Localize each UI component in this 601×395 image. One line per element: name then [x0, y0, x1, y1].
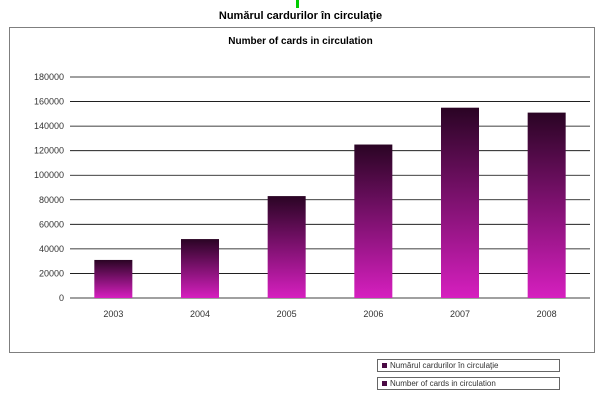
- x-tick-label: 2004: [190, 309, 210, 319]
- legend-label-ro: Numărul cardurilor în circulaţie: [390, 361, 499, 370]
- bar-2004: [181, 239, 219, 298]
- green-marker: [296, 0, 299, 8]
- bars: [94, 107, 566, 298]
- y-tick-label: 60000: [39, 219, 64, 229]
- legend-item-ro: Numărul cardurilor în circulaţie: [377, 359, 560, 372]
- x-tick-label: 2007: [450, 309, 470, 319]
- bar-2003: [94, 259, 133, 298]
- y-tick-label: 160000: [34, 97, 64, 107]
- y-tick-label: 100000: [34, 170, 64, 180]
- x-tick-label: 2008: [537, 309, 557, 319]
- y-axis-ticks: 0 20000 40000 60000 80000 100000 120000 140000 1…: [34, 72, 64, 303]
- x-axis-ticks: 2003 2004 2005 2006 2007 2008: [103, 309, 556, 319]
- chart-frame: [9, 27, 595, 353]
- x-tick-label: 2003: [103, 309, 123, 319]
- bar-2007: [441, 107, 479, 298]
- legend-swatch-icon: [382, 381, 387, 387]
- bar-2005: [267, 196, 306, 298]
- x-tick-label: 2005: [277, 309, 297, 319]
- bar-2008: [527, 112, 566, 298]
- y-tick-label: 80000: [39, 195, 64, 205]
- bar-2006: [354, 144, 393, 298]
- y-tick-label: 40000: [39, 244, 64, 254]
- y-tick-label: 0: [59, 293, 64, 303]
- chart-title-ro: Numărul cardurilor în circulaţie: [218, 10, 383, 22]
- legend-item-en: Number of cards in circulation: [377, 377, 560, 390]
- y-tick-label: 120000: [34, 146, 64, 156]
- y-tick-label: 20000: [39, 268, 64, 278]
- legend-swatch-icon: [382, 363, 387, 369]
- y-tick-label: 140000: [34, 121, 64, 131]
- gridlines: [70, 76, 590, 299]
- y-tick-label: 180000: [34, 72, 64, 82]
- chart-title-en: Number of cards in circulation: [228, 36, 373, 47]
- legend: Numărul cardurilor în circulaţie Number …: [377, 359, 560, 395]
- legend-label-en: Number of cards in circulation: [390, 379, 496, 388]
- x-tick-label: 2006: [363, 309, 383, 319]
